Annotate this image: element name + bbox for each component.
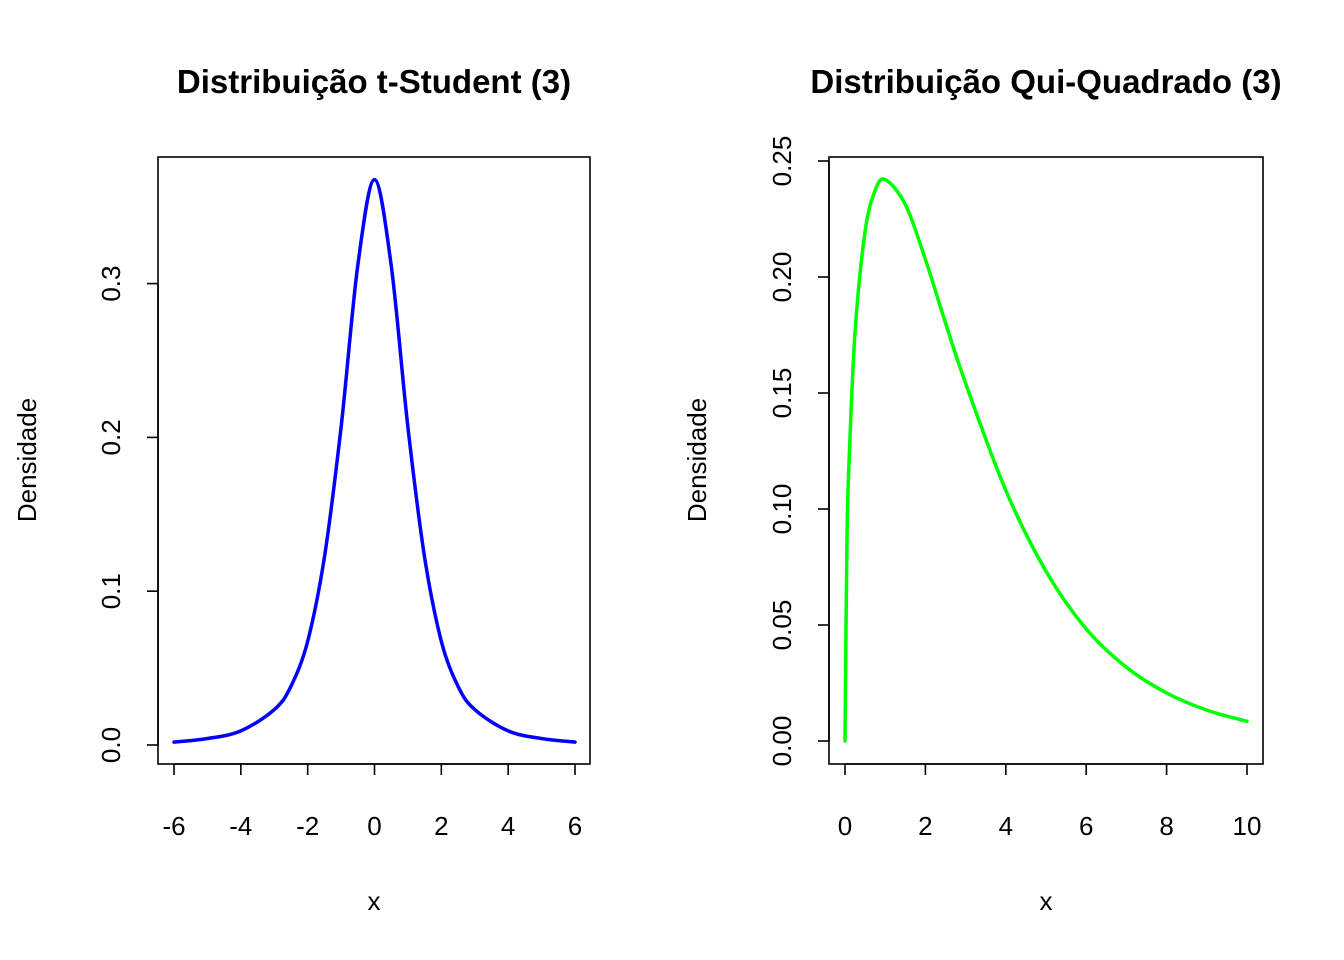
x-tick-label: -6	[162, 811, 185, 841]
plot-area	[843, 177, 1249, 743]
x-tick-label: 4	[999, 811, 1013, 841]
y-tick-label: 0.00	[767, 716, 797, 767]
x-axis-label: x	[1040, 886, 1053, 916]
chi-square-panel: Distribuição Qui-Quadrado (3) x Densidad…	[682, 63, 1282, 916]
y-tick-label: 0.25	[767, 136, 797, 187]
y-axis: 0.00 0.05 0.10 0.15 0.20 0.25	[767, 136, 830, 767]
y-tick-label: 0.1	[96, 573, 126, 609]
x-tick-label: 6	[568, 811, 582, 841]
x-tick-label: 10	[1233, 811, 1262, 841]
density-curve	[172, 177, 577, 744]
x-tick-label: 2	[434, 811, 448, 841]
x-tick-label: 8	[1159, 811, 1173, 841]
y-axis: 0.0 0.1 0.2 0.3	[96, 266, 159, 763]
t-student-panel: Distribuição t-Student (3) x Densidade -…	[12, 63, 591, 916]
x-tick-label: 2	[918, 811, 932, 841]
y-axis-label: Densidade	[12, 398, 42, 522]
y-tick-label: 0.10	[767, 484, 797, 535]
y-tick-label: 0.05	[767, 600, 797, 651]
x-tick-label: 0	[367, 811, 381, 841]
y-axis-label: Densidade	[682, 398, 712, 522]
chart-title: Distribuição t-Student (3)	[177, 63, 571, 100]
y-tick-label: 0.2	[96, 419, 126, 455]
x-tick-label: 6	[1079, 811, 1093, 841]
density-curve	[843, 177, 1249, 743]
x-tick-label: -2	[296, 811, 319, 841]
y-tick-label: 0.3	[96, 266, 126, 302]
plot-frame	[828, 156, 1264, 765]
plot-frame	[157, 156, 591, 765]
plot-area	[172, 177, 577, 744]
y-tick-label: 0.15	[767, 368, 797, 419]
x-axis: -6 -4 -2 0 2 4 6	[162, 763, 582, 841]
y-tick-label: 0.20	[767, 252, 797, 303]
y-tick-label: 0.0	[96, 727, 126, 763]
x-tick-label: 0	[838, 811, 852, 841]
x-tick-label: 4	[501, 811, 515, 841]
x-axis-label: x	[368, 886, 381, 916]
chart-title: Distribuição Qui-Quadrado (3)	[810, 63, 1281, 100]
x-tick-label: -4	[229, 811, 252, 841]
x-axis: 0 2 4 6 8 10	[838, 763, 1262, 841]
